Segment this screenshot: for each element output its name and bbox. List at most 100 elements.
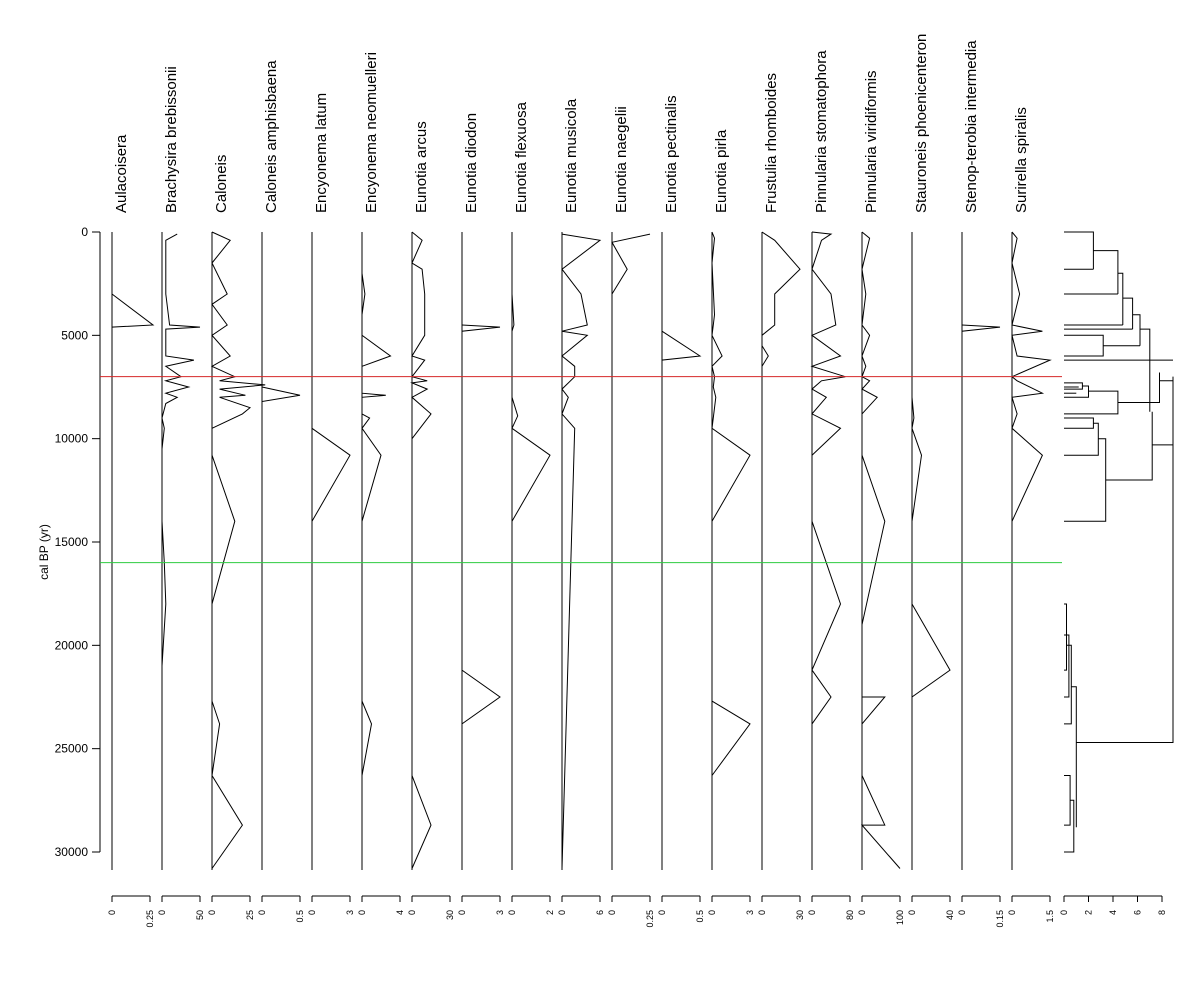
- zone-boundary-lines: [100, 376, 1062, 564]
- species-name: Encyonema latum: [313, 93, 330, 213]
- x-tick-label: 1.5: [1045, 910, 1055, 923]
- species-panel: Eunotia pirla 0 3: [707, 129, 755, 915]
- dendrogram-branch: [1064, 385, 1089, 398]
- species-name: Stenop-terobia intermedia: [963, 40, 980, 213]
- species-name: Eunotia diodon: [463, 113, 480, 213]
- species-name: Eunotia naegelii: [613, 106, 630, 213]
- species-panel: Eunotia flexuosa 0 2: [507, 101, 555, 915]
- dendro-tick-label: 8: [1157, 910, 1167, 915]
- x-tick-label: 0: [257, 910, 267, 915]
- dendrogram-branch: [1064, 334, 1104, 357]
- x-tick-label: 0: [407, 910, 417, 915]
- series-line: [311, 427, 351, 869]
- species-panel: Encyonema latum 0 3: [307, 93, 355, 915]
- species-name: Eunotia arcus: [413, 121, 430, 213]
- dendrogram-branch: [1064, 231, 1094, 270]
- species-panel: Eunotia pectinalis 0 0.5: [657, 95, 705, 922]
- y-tick-label: 0: [81, 225, 88, 239]
- cluster-dendrogram: 0 2 4 6 8: [1059, 231, 1174, 915]
- x-tick-label: 0: [207, 910, 217, 915]
- series-line: [410, 231, 432, 869]
- x-tick-label: 0: [507, 910, 517, 915]
- series-line: [511, 293, 551, 869]
- y-tick-label: 25000: [55, 742, 89, 756]
- x-tick-label: 0: [957, 910, 967, 915]
- x-tick-label: 6: [595, 910, 605, 915]
- series-line: [561, 233, 602, 869]
- species-panel: Eunotia naegelii 0 0.25: [607, 106, 655, 927]
- y-tick-label: 30000: [55, 845, 89, 859]
- dendro-tick-label: 0: [1059, 910, 1069, 915]
- dendrogram-branch: [1140, 328, 1151, 412]
- x-tick-label: 25: [245, 910, 255, 920]
- x-tick-label: 0: [907, 910, 917, 915]
- species-panel: Caloneis amphisbaena 0 0.5: [257, 60, 305, 923]
- species-panel: Surirella spiralis 0 1.5: [1007, 107, 1055, 922]
- series-line: [961, 324, 1001, 869]
- dendrogram-branch: [1117, 372, 1160, 403]
- x-tick-label: 100: [895, 910, 905, 925]
- x-tick-label: 30: [445, 910, 455, 920]
- series-line: [911, 380, 951, 869]
- y-tick-label: 5000: [61, 328, 88, 342]
- series-line: [661, 330, 702, 869]
- species-name: Eunotia musicola: [563, 98, 580, 213]
- x-tick-label: 80: [845, 910, 855, 920]
- species-name: Eunotia pirla: [713, 129, 730, 213]
- series-line: [161, 233, 201, 869]
- x-tick-label: 30: [795, 910, 805, 920]
- x-tick-label: 0: [657, 910, 667, 915]
- x-tick-label: 50: [195, 910, 205, 920]
- species-name: Brachysira brebissonii: [163, 66, 180, 213]
- dendro-tick-label: 6: [1133, 910, 1143, 915]
- dendrogram-branch: [1064, 644, 1072, 725]
- series-line: [361, 273, 392, 869]
- dendrogram-branch: [1064, 417, 1094, 429]
- y-tick-label: 20000: [55, 638, 89, 652]
- series-line: [711, 231, 751, 869]
- species-name: Encyonema neomuelleri: [363, 52, 380, 213]
- x-tick-label: 0: [707, 910, 717, 915]
- dendro-tick-label: 4: [1108, 910, 1118, 915]
- y-tick-label: 10000: [55, 432, 89, 446]
- species-name: Stauroneis phoenicenteron: [913, 34, 930, 213]
- dendrogram-branch: [1071, 686, 1077, 828]
- species-panel: Eunotia musicola 0 6: [557, 98, 605, 915]
- dendrogram-branch: [1093, 250, 1119, 294]
- dendrogram-branch: [1064, 438, 1107, 522]
- x-tick-label: 3: [345, 910, 355, 915]
- species-name: Aulacoisera: [113, 134, 130, 213]
- x-tick-label: 4: [395, 910, 405, 915]
- series-line: [1011, 231, 1052, 869]
- x-tick-label: 0: [857, 910, 867, 915]
- series-line: [261, 386, 301, 869]
- y-axis: 0 5000 10000 15000 20000 25000 30000: [55, 225, 101, 859]
- dendrogram-branch: [1105, 411, 1153, 481]
- species-panel: Pinnularia viridiformis 0 100: [857, 70, 905, 925]
- series-line: [210, 231, 266, 869]
- dendro-tick-label: 2: [1084, 910, 1094, 915]
- x-tick-label: 0: [757, 910, 767, 915]
- species-panel: Brachysira brebissonii 0 50: [157, 66, 205, 920]
- species-name: Pinnularia stomatophora: [813, 50, 830, 213]
- dendrogram-branch: [1152, 384, 1174, 446]
- x-tick-label: 0.25: [145, 910, 155, 928]
- dendrogram-branch: [1159, 376, 1174, 382]
- species-name: Pinnularia viridiformis: [863, 70, 880, 213]
- dendrogram-branch: [1064, 634, 1070, 698]
- x-tick-label: 0.15: [995, 910, 1005, 928]
- species-name: Caloneis: [213, 155, 230, 213]
- species-panel: Frustulia rhomboides 0 30: [757, 73, 805, 920]
- series-line: [761, 231, 801, 869]
- dendrogram-branch: [1122, 297, 1134, 330]
- x-tick-label: 3: [495, 910, 505, 915]
- x-tick-label: 40: [945, 910, 955, 920]
- species-panel: Eunotia arcus 0 30: [407, 121, 455, 920]
- x-tick-label: 0: [807, 910, 817, 915]
- x-tick-label: 0: [607, 910, 617, 915]
- x-tick-label: 0.25: [645, 910, 655, 928]
- series-line: [860, 231, 901, 869]
- x-tick-label: 0: [157, 910, 167, 915]
- x-tick-label: 0: [107, 910, 117, 915]
